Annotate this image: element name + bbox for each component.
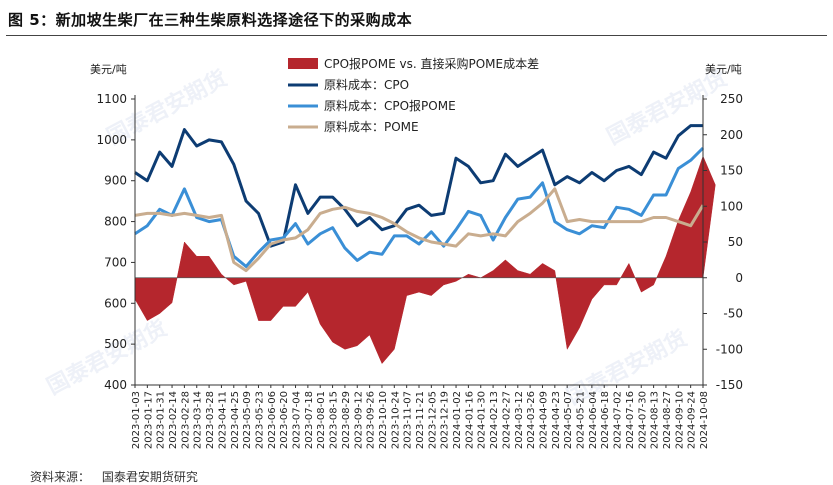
x-tick-label: 2024-09-24 [687,391,698,449]
right-tick-label: -150 [716,378,743,392]
series-spread-area [134,155,716,365]
x-tick-label: 2023-07-04 [292,391,303,449]
right-tick-label: 50 [728,235,743,249]
legend-label-pome: 原料成本：POME [324,120,419,134]
left-tick-label: 600 [104,296,127,310]
legend-label-spread: CPO报POME vs. 直接采购POME成本差 [324,56,539,71]
left-tick-label: 500 [104,337,127,351]
x-tick-label: 2024-08-13 [650,391,661,449]
series-cpo-pome-line [134,146,705,268]
left-tick-label: 900 [104,174,127,188]
x-tick-label: 2024-07-02 [613,391,624,449]
x-tick-label: 2023-03-14 [193,391,204,449]
x-tick-label: 2023-02-14 [168,391,179,449]
x-tick-label: 2023-05-23 [254,391,265,449]
x-tick-label: 2024-01-16 [464,391,475,449]
left-unit-label: 美元/吨 [90,63,127,76]
x-tick-label: 2023-11-21 [415,391,426,449]
right-tick-label: 250 [720,92,743,106]
x-tick-label: 2024-04-23 [551,391,562,449]
x-tick-label: 2024-10-08 [699,391,710,449]
x-tick-label: 2024-03-26 [526,391,537,449]
series-cpo-line [134,124,703,248]
legend-label-cpo-pome: 原料成本：CPO报POME [324,98,456,113]
x-tick-label: 2023-01-03 [131,391,142,449]
x-tick-label: 2023-04-25 [230,391,241,449]
x-tick-label: 2023-11-07 [403,391,414,449]
x-tick-label: 2023-03-28 [205,391,216,449]
x-tick-label: 2024-03-12 [514,391,525,449]
x-tick-label: 2023-04-11 [217,391,228,449]
x-tick-label: 2024-07-30 [637,391,648,449]
x-tick-label: 2024-05-07 [563,391,574,449]
x-tick-label: 2024-02-13 [489,391,500,449]
x-tick-label: 2023-08-01 [316,391,327,449]
x-tick-label: 2023-05-09 [242,391,253,449]
left-tick-label: 1000 [96,133,127,147]
x-tick-label: 2023-08-15 [329,391,340,449]
right-tick-label: 0 [735,271,743,285]
legend-swatch-spread [288,58,318,69]
title-divider [6,35,827,36]
series-pome-line [134,187,705,273]
x-tick-label: 2024-04-09 [538,391,549,449]
left-tick-label: 1100 [96,92,127,106]
x-tick-label: 2023-09-12 [353,391,364,449]
x-tick-label: 2024-07-16 [625,391,636,449]
x-tick-label: 2023-02-28 [180,391,191,449]
legend-label-cpo: 原料成本：CPO [324,78,409,92]
x-tick-label: 2023-12-05 [427,391,438,449]
x-tick-label: 2024-06-18 [600,391,611,449]
x-tick-label: 2023-09-26 [366,391,377,449]
x-tick-label: 2023-07-18 [304,391,315,449]
x-tick-label: 2023-06-20 [279,391,290,449]
right-tick-label: 200 [720,128,743,142]
x-tick-label: 2024-09-10 [674,391,685,449]
source-value: 国泰君安期货研究 [101,470,198,484]
figure-title: 图 5：新加坡生柴厂在三种生柴原料选择途径下的采购成本 [8,11,413,29]
x-tick-label: 2023-01-17 [143,391,154,449]
chart: 400 500 600 700 800 900 1000 1100 -150 -100 -50 0 50… [90,56,743,449]
x-tick-label: 2023-10-10 [378,391,389,449]
right-tick-label: -50 [723,307,743,321]
source-note: 资料来源： 国泰君安期货研究 [30,468,206,485]
left-tick-label: 700 [104,255,127,269]
right-tick-label: 100 [720,199,743,213]
x-tick-label: 2024-06-04 [588,391,599,449]
left-tick-label: 800 [104,215,127,229]
right-tick-label: -100 [716,342,743,356]
x-tick-label: 2023-06-06 [267,391,278,449]
source-label: 资料来源： [30,470,91,484]
right-tick-label: 150 [720,164,743,178]
x-tick-label: 2023-08-29 [341,391,352,449]
x-tick-label: 2023-01-31 [156,391,167,449]
x-tick-label: 2024-02-27 [501,391,512,449]
x-tick-label: 2024-05-21 [576,391,587,449]
left-tick-label: 400 [104,378,127,392]
x-tick-label: 2024-01-30 [477,391,488,449]
right-unit-label: 美元/吨 [705,63,742,76]
x-tick-label: 2024-08-27 [662,391,673,449]
x-tick-label: 2023-12-19 [440,391,451,449]
x-tick-label: 2023-10-24 [390,391,401,449]
x-tick-label: 2024-01-02 [452,391,463,449]
